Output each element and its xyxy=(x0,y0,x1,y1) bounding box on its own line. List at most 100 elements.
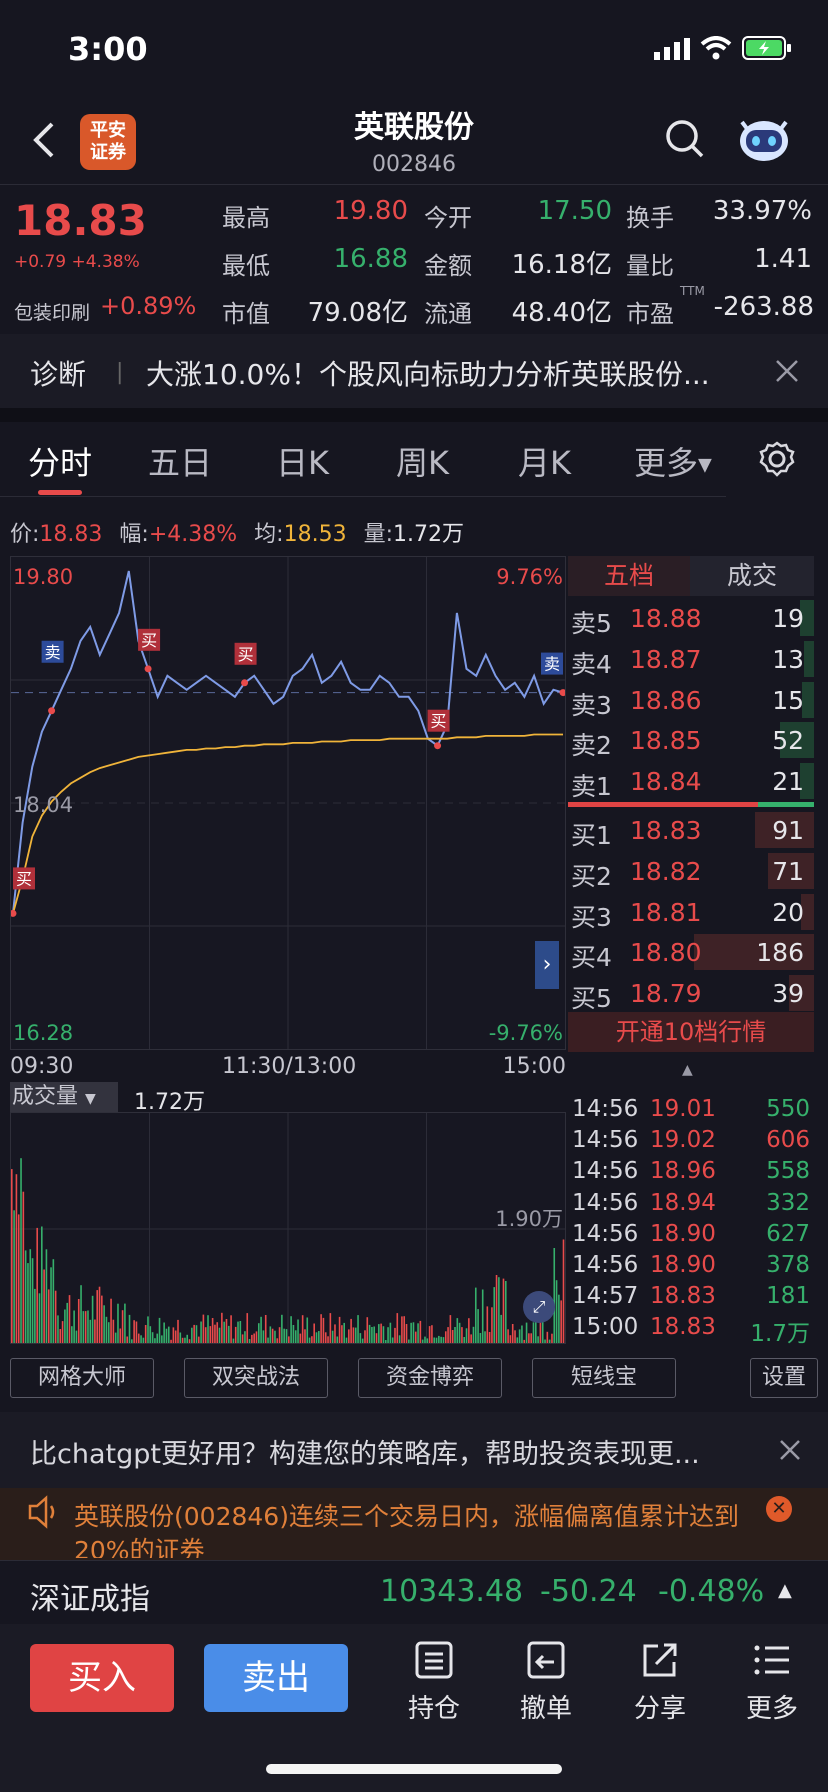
vol-value: 1.72万 xyxy=(392,522,464,547)
sell-button[interactable]: 卖出 xyxy=(204,1644,348,1712)
volume-bar xyxy=(149,1326,152,1343)
bid-row[interactable]: 买1 18.83 91 xyxy=(568,810,814,850)
ask-row[interactable]: 卖3 18.86 15 xyxy=(568,680,814,720)
back-icon[interactable] xyxy=(26,118,66,162)
volume-bar xyxy=(137,1333,140,1343)
diagnosis-text[interactable]: 大涨10.0%！个股风向标助力分析英联股份... xyxy=(146,358,710,391)
sector-name[interactable]: 包装印刷 xyxy=(14,302,91,324)
sell-marker[interactable]: 卖 xyxy=(541,652,565,697)
index-bar[interactable] xyxy=(0,1562,828,1622)
ask-row[interactable]: 卖1 18.84 21 xyxy=(568,761,814,801)
robot-assistant-icon[interactable] xyxy=(736,114,792,164)
diagnosis-separator: | xyxy=(116,360,124,385)
tab-five-day[interactable]: 五日 xyxy=(148,444,213,482)
buy-marker[interactable]: 买 xyxy=(138,628,161,673)
tab-monthly-k[interactable]: 月K xyxy=(518,444,571,482)
volume-bar xyxy=(414,1331,417,1343)
volume-indicator-select[interactable]: 成交量 ▼ xyxy=(10,1082,118,1112)
fullscreen-icon[interactable]: ⤢ xyxy=(523,1291,555,1323)
bid-row[interactable]: 买5 18.79 39 xyxy=(568,973,814,1013)
depth-bar xyxy=(755,812,814,848)
buy-button[interactable]: 买入 xyxy=(30,1644,174,1712)
volume-bar xyxy=(73,1310,75,1343)
tick-volume: 550 xyxy=(766,1096,810,1122)
level-label: 卖5 xyxy=(571,609,612,638)
volume-bar xyxy=(216,1322,219,1343)
buy-marker[interactable]: 买 xyxy=(427,709,450,750)
tab-intraday[interactable]: 分时 xyxy=(28,444,93,482)
volume-bar xyxy=(412,1322,415,1343)
tick-time: 14:56 xyxy=(572,1127,639,1154)
close-icon[interactable] xyxy=(774,358,800,384)
tab-daily-k[interactable]: 日K xyxy=(276,444,329,482)
settings-button[interactable]: 设置 xyxy=(750,1358,818,1398)
volume-bar xyxy=(257,1323,260,1343)
bid-row[interactable]: 买2 18.82 71 xyxy=(568,851,814,891)
volume-bar xyxy=(54,1290,57,1343)
grid-master-button[interactable]: 网格大师 xyxy=(10,1358,154,1398)
volume-bar xyxy=(211,1318,214,1343)
risk-alert-bar[interactable] xyxy=(0,1488,828,1560)
level-label: 买1 xyxy=(571,821,612,850)
ask-row[interactable]: 卖2 18.85 52 xyxy=(568,720,814,760)
price-label: 价: xyxy=(10,522,40,547)
scroll-up-icon[interactable]: ▲ xyxy=(682,1062,693,1078)
expand-up-icon[interactable]: ▲ xyxy=(778,1580,792,1601)
volume-bar xyxy=(391,1337,394,1343)
level-volume: 186 xyxy=(756,938,804,968)
home-indicator xyxy=(266,1764,562,1774)
intraday-chart[interactable]: 买卖买买买卖 19.80 18.04 16.28 9.76% -9.76% › xyxy=(10,556,566,1050)
open-10-levels-button[interactable]: 开通10档行情 xyxy=(568,1012,814,1052)
buy-marker[interactable]: 买 xyxy=(11,867,35,917)
volume-bar xyxy=(364,1330,366,1343)
volume-bar xyxy=(458,1322,461,1343)
ask-row[interactable]: 卖5 18.88 19 xyxy=(568,598,814,638)
volume-chart[interactable]: 1.90万 ⤢ xyxy=(10,1112,566,1344)
bid-row[interactable]: 买3 18.81 20 xyxy=(568,892,814,932)
ask-row[interactable]: 卖4 18.87 13 xyxy=(568,639,814,679)
broker-logo[interactable]: 平安 证券 xyxy=(80,114,136,170)
gear-icon[interactable] xyxy=(758,440,796,478)
sector-change[interactable]: +0.89% xyxy=(100,292,197,320)
tick-volume: 332 xyxy=(766,1189,810,1216)
holdings-button[interactable]: 持仓 xyxy=(394,1640,474,1725)
volume-bar xyxy=(463,1337,466,1343)
volume-bar xyxy=(61,1321,64,1343)
share-button[interactable]: 分享 xyxy=(620,1640,700,1725)
volume-bar xyxy=(359,1333,362,1343)
ad-text[interactable]: 比chatgpt更好用？构建您的策略库，帮助投资表现更... xyxy=(30,1439,700,1470)
volume-bar xyxy=(398,1335,401,1343)
risk-alert-text[interactable]: 英联股份(002846)连续三个交易日内，涨幅偏离值累计达到20%的证券 xyxy=(74,1502,739,1558)
fund-game-button[interactable]: 资金博弈 xyxy=(358,1358,502,1398)
ad-banner[interactable] xyxy=(0,1412,828,1488)
volume-bar xyxy=(488,1332,491,1343)
avg-value: 18.53 xyxy=(283,522,347,547)
buy-marker[interactable]: 买 xyxy=(234,642,257,687)
level-volume: 52 xyxy=(772,726,804,756)
sell-marker[interactable]: 卖 xyxy=(41,640,64,715)
tab-five-levels[interactable]: 五档 xyxy=(568,556,690,596)
expand-panel-button[interactable]: › xyxy=(535,941,559,989)
tab-more[interactable]: 更多▼ xyxy=(634,438,712,484)
cancel-order-button[interactable]: 撤单 xyxy=(506,1640,586,1725)
volume-bar xyxy=(87,1310,89,1343)
more-button[interactable]: 更多 xyxy=(732,1640,812,1725)
diagnosis-bar[interactable] xyxy=(0,334,828,408)
volume-bar xyxy=(521,1325,523,1343)
volume-bar xyxy=(368,1324,371,1343)
close-icon[interactable] xyxy=(778,1438,802,1462)
volume-bar xyxy=(128,1314,131,1343)
volume-bar xyxy=(135,1321,138,1343)
tab-weekly-k[interactable]: 周K xyxy=(396,444,449,482)
tick-row: 14:56 19.01 550 xyxy=(572,1096,812,1127)
tab-trades[interactable]: 成交 xyxy=(690,556,814,596)
search-icon[interactable] xyxy=(664,118,706,160)
close-icon[interactable]: ✕ xyxy=(766,1496,792,1522)
bid-row[interactable]: 买4 18.80 186 xyxy=(568,932,814,972)
double-breakout-button[interactable]: 双突战法 xyxy=(184,1358,328,1398)
volume-bar xyxy=(447,1327,449,1343)
short-line-button[interactable]: 短线宝 xyxy=(532,1358,676,1398)
volume-bar xyxy=(470,1334,472,1343)
volume-bar xyxy=(352,1327,355,1343)
